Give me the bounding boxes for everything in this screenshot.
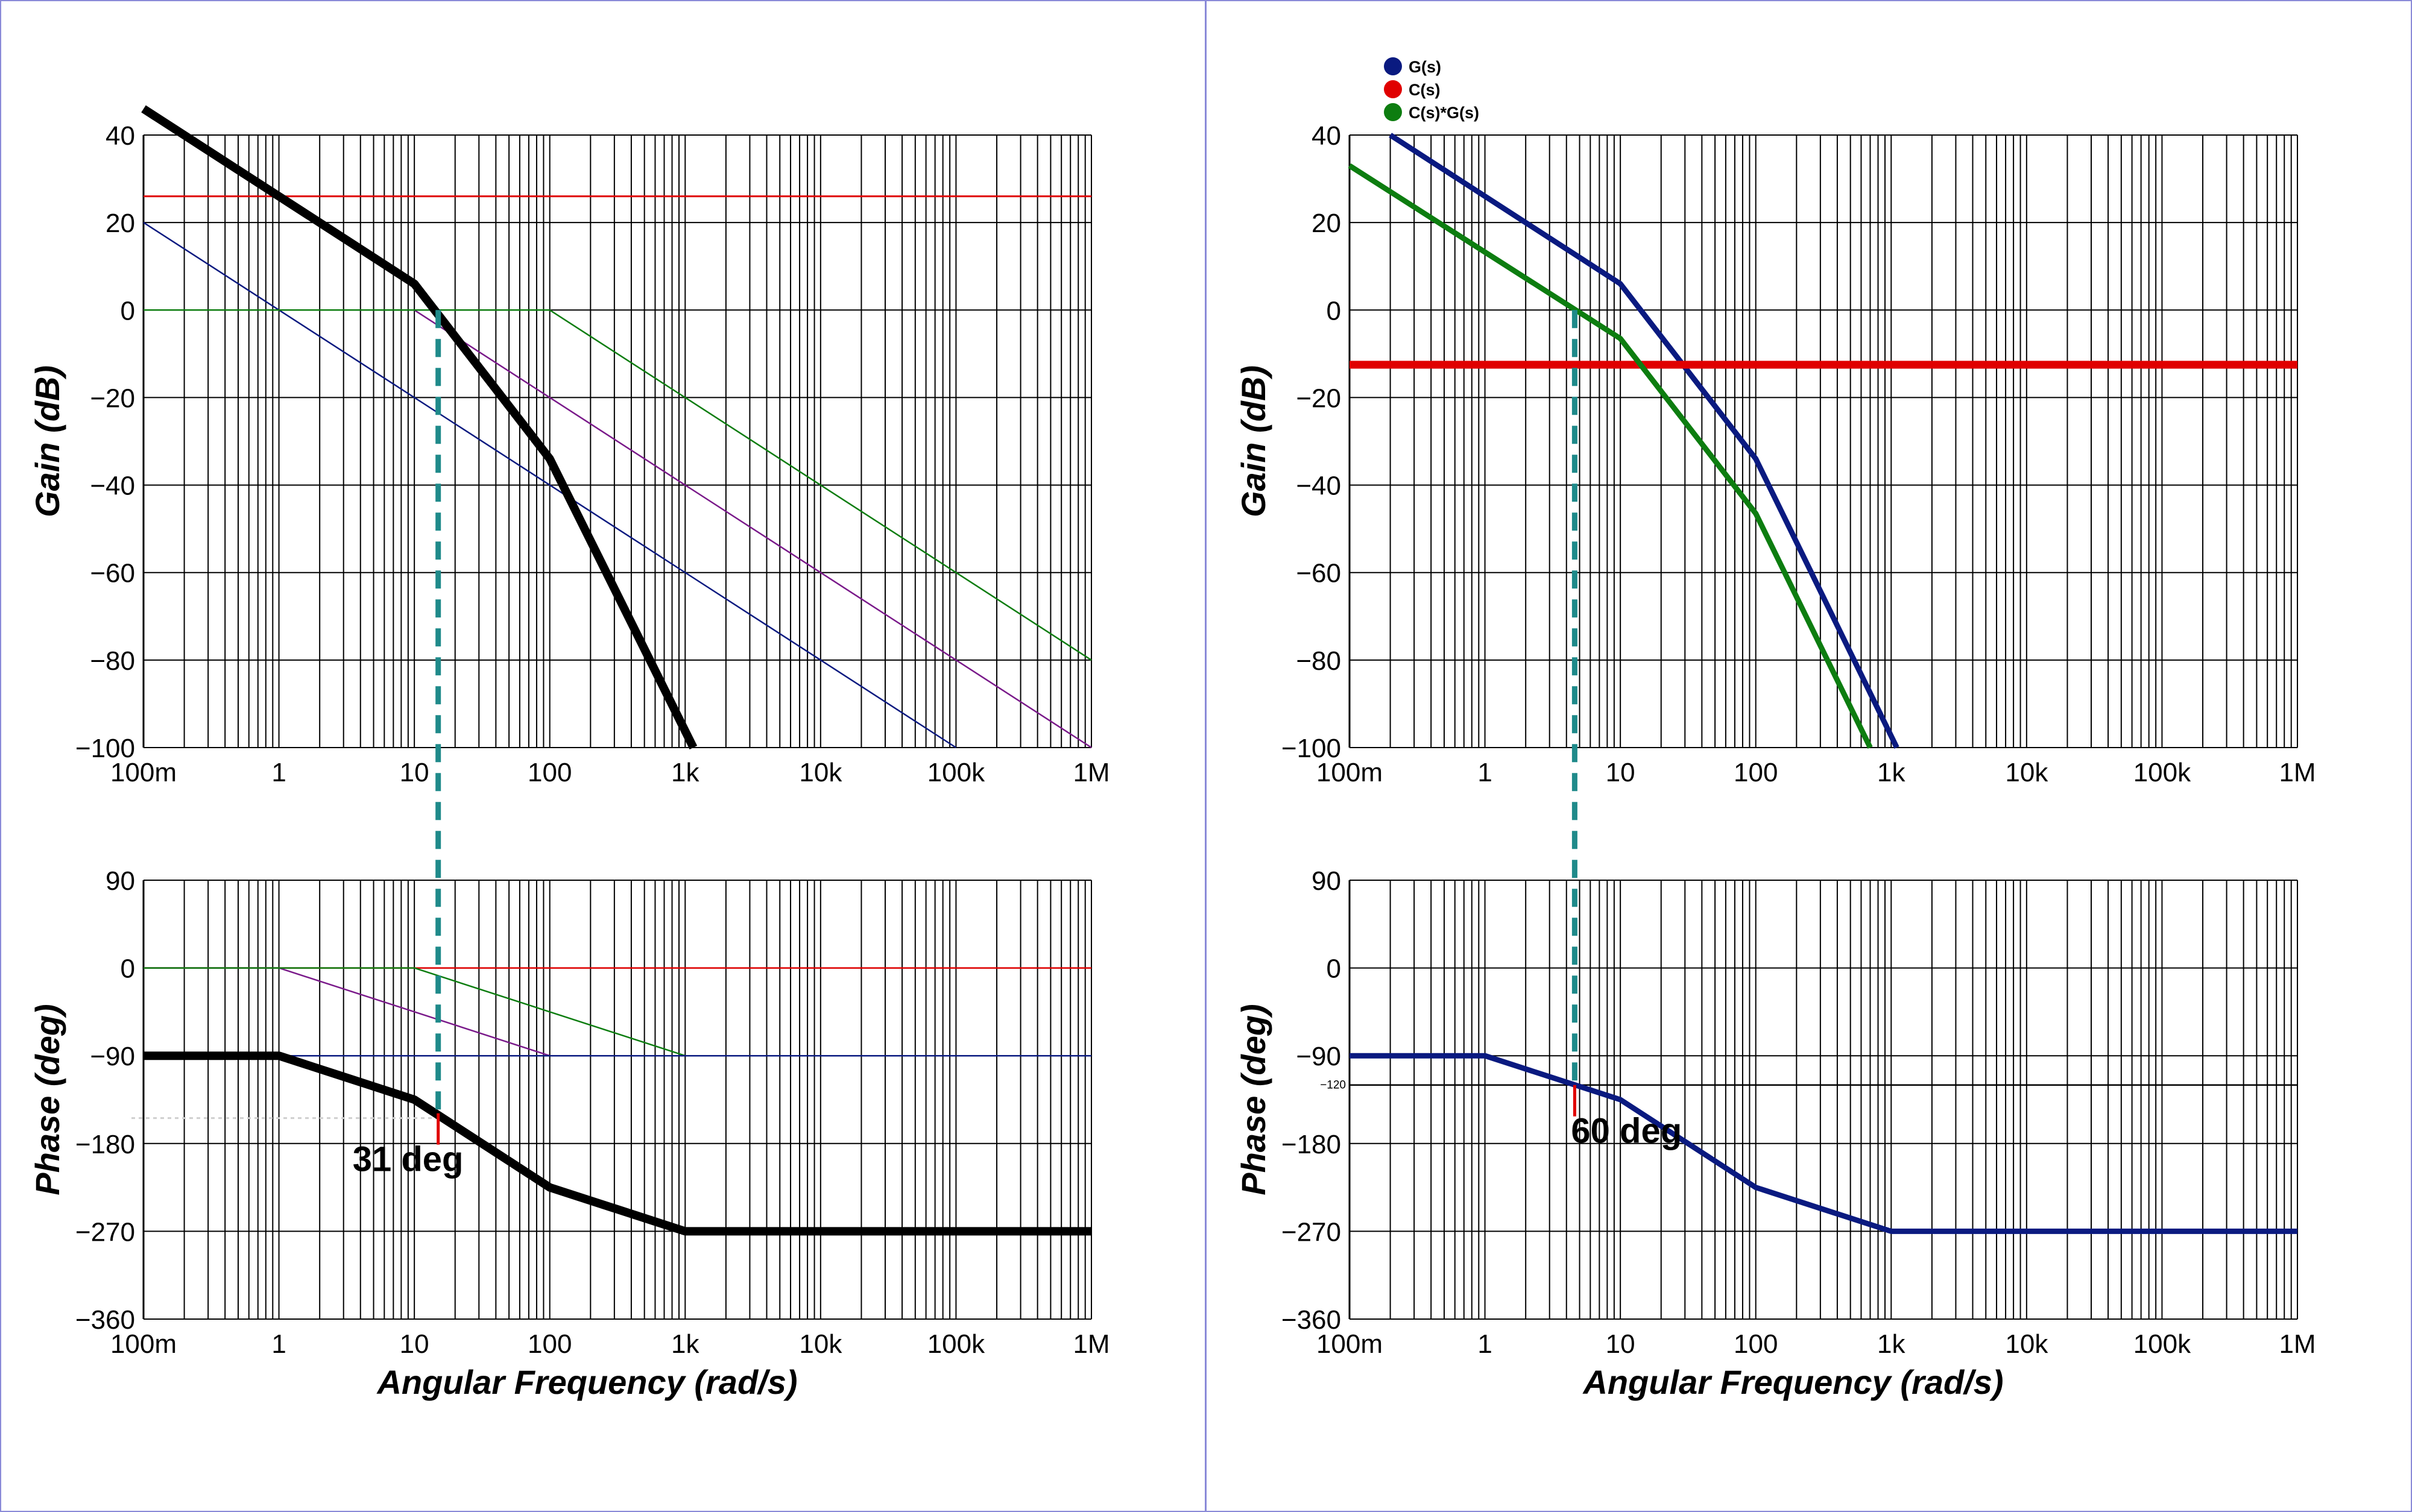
x-tick-label: 100 — [528, 1329, 572, 1359]
y-tick-label: −180 — [75, 1130, 135, 1159]
x-tick-label: 100k — [2133, 1329, 2191, 1359]
y-tick-label: −90 — [90, 1042, 135, 1071]
x-tick-label: 10k — [799, 758, 842, 787]
y-tick-label: −20 — [1296, 383, 1341, 413]
y-tick-label: 40 — [1312, 121, 1341, 151]
phase-margin-annotation: 31 deg — [353, 1140, 464, 1179]
y-tick-label: 0 — [1327, 954, 1341, 984]
x-tick-label: 1M — [2279, 758, 2316, 787]
y-tick-label: 0 — [121, 296, 135, 326]
legend-marker — [1384, 103, 1402, 121]
y-tick-label: 0 — [121, 954, 135, 984]
y-tick-label: −80 — [90, 646, 135, 676]
x-tick-label: 10k — [799, 1329, 842, 1359]
series-line-thick — [141, 105, 698, 750]
y-axis-label: Phase (deg) — [1234, 1004, 1272, 1195]
y-tick-label: −60 — [1296, 559, 1341, 588]
x-tick-label: 100k — [927, 758, 985, 787]
x-tick-label: 100m — [1316, 758, 1383, 787]
y-tick-label: 90 — [106, 866, 135, 896]
x-tick-label: 100k — [927, 1329, 985, 1359]
x-tick-label: 100 — [528, 758, 572, 787]
y-tick-label: −270 — [75, 1217, 135, 1247]
legend-label: C(s) — [1409, 81, 1441, 99]
x-axis-label: Angular Frequency (rad/s) — [376, 1363, 797, 1401]
x-tick-label: 1M — [1073, 758, 1110, 787]
y-tick-label: −40 — [1296, 471, 1341, 501]
x-tick-label: 100m — [110, 1329, 177, 1359]
legend-label: G(s) — [1409, 58, 1441, 76]
y-tick-label: −20 — [90, 383, 135, 413]
y-tick-label: −60 — [90, 559, 135, 588]
x-tick-label: 10k — [2005, 1329, 2048, 1359]
y-tick-label: −80 — [1296, 646, 1341, 676]
y-tick-label: −40 — [90, 471, 135, 501]
series-line-thick — [144, 1051, 1091, 1236]
x-axis-label: Angular Frequency (rad/s) — [1582, 1363, 2003, 1401]
series-line-cg — [144, 309, 1092, 661]
legend-marker — [1384, 80, 1402, 98]
x-tick-label: 1k — [671, 758, 699, 787]
x-tick-label: 10 — [400, 758, 429, 787]
y-tick-label: −90 — [1296, 1042, 1341, 1071]
x-tick-label: 10k — [2005, 758, 2048, 787]
y-tick-label: −100 — [1281, 734, 1341, 763]
x-tick-label: 10 — [1606, 1329, 1635, 1359]
x-tick-label: 1k — [671, 1329, 699, 1359]
x-tick-label: 10 — [400, 1329, 429, 1359]
y-tick-label: 20 — [106, 209, 135, 238]
y-tick-label: 40 — [106, 121, 135, 151]
x-tick-label: 1k — [1877, 1329, 1905, 1359]
x-tick-label: 100m — [1316, 1329, 1383, 1359]
x-tick-label: 1 — [271, 758, 286, 787]
x-tick-label: 100m — [110, 758, 177, 787]
x-tick-label: 1M — [1073, 1329, 1110, 1359]
reference-line-label: −120 — [1320, 1079, 1346, 1092]
x-tick-label: 1 — [1477, 758, 1492, 787]
x-tick-label: 100 — [1734, 1329, 1778, 1359]
y-tick-label: −180 — [1281, 1130, 1341, 1159]
y-tick-label: −100 — [75, 734, 135, 763]
y-tick-label: −360 — [75, 1305, 135, 1335]
legend-marker — [1384, 57, 1402, 75]
x-tick-label: 100k — [2133, 758, 2191, 787]
y-axis-label: Gain (dB) — [1234, 365, 1272, 517]
series-line-g-s- — [1389, 133, 1899, 749]
y-tick-label: 0 — [1327, 296, 1341, 326]
x-tick-label: 100 — [1734, 758, 1778, 787]
series-line-c-s-g-s- — [1348, 163, 1873, 749]
y-tick-label: −270 — [1281, 1217, 1341, 1247]
series-line-g — [1350, 1053, 2297, 1234]
y-axis-label: Gain (dB) — [28, 365, 66, 517]
x-tick-label: 1 — [1477, 1329, 1492, 1359]
y-tick-label: 90 — [1312, 866, 1341, 896]
panel-divider — [1205, 0, 1207, 1512]
phase-margin-annotation: 60 deg — [1571, 1112, 1682, 1151]
y-tick-label: −360 — [1281, 1305, 1341, 1335]
y-tick-label: 20 — [1312, 209, 1341, 238]
x-tick-label: 1M — [2279, 1329, 2316, 1359]
legend-label: C(s)*G(s) — [1409, 104, 1479, 122]
x-tick-label: 1 — [271, 1329, 286, 1359]
x-tick-label: 10 — [1606, 758, 1635, 787]
x-tick-label: 1k — [1877, 758, 1905, 787]
y-axis-label: Phase (deg) — [28, 1004, 66, 1195]
